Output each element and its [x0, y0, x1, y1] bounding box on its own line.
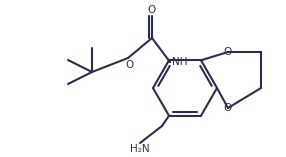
Text: O: O — [224, 47, 232, 57]
Text: O: O — [224, 103, 232, 113]
Text: H₂N: H₂N — [130, 144, 150, 154]
Text: O: O — [148, 5, 156, 15]
Text: NH: NH — [172, 57, 188, 67]
Text: O: O — [125, 60, 133, 70]
